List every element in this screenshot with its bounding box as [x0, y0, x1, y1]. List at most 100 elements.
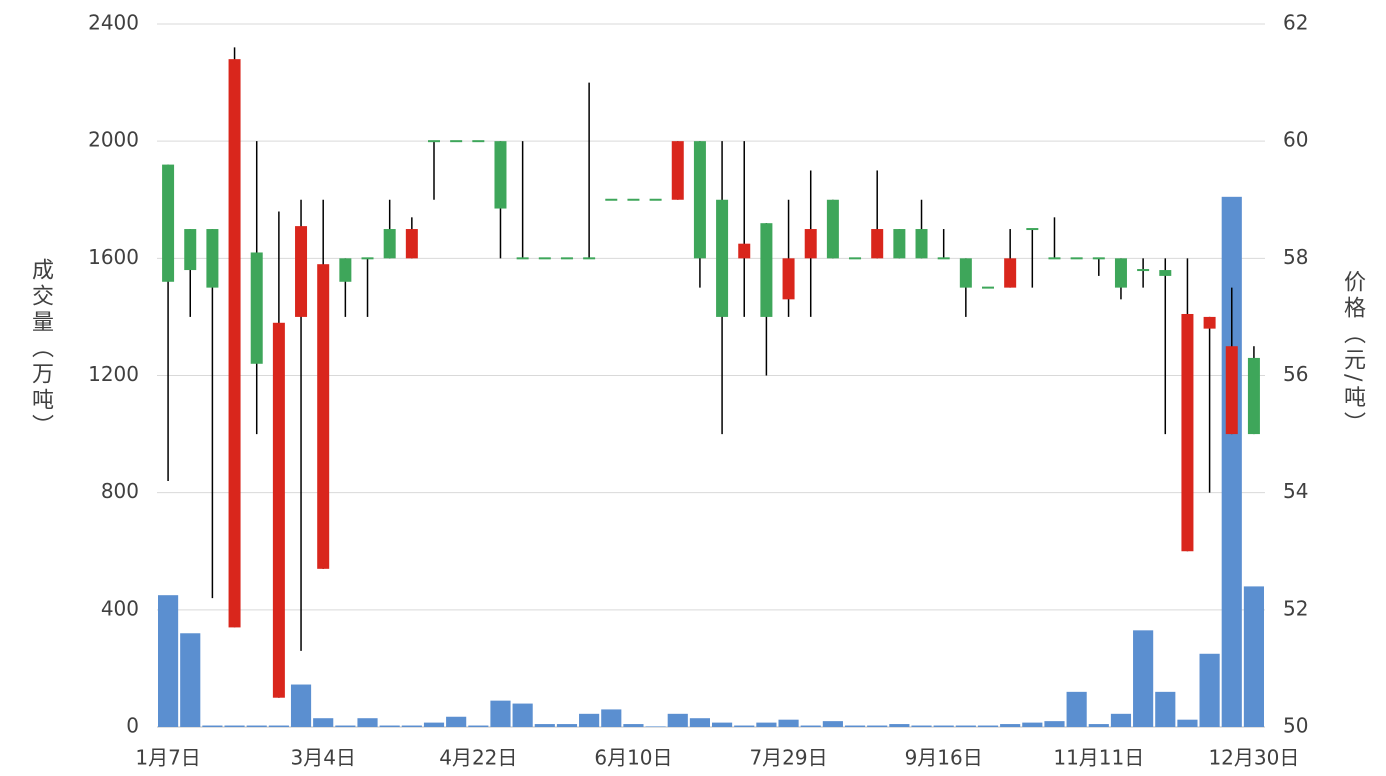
y2-tick-label: 52	[1283, 596, 1308, 620]
volume-bar	[357, 718, 378, 727]
candle-body	[428, 140, 440, 143]
volume-bar	[1243, 586, 1264, 727]
candle-body	[162, 164, 175, 282]
volume-bar	[623, 724, 644, 727]
candle-body	[1159, 270, 1172, 276]
candle-body	[1004, 258, 1017, 288]
x-tick-label: 7月29日	[749, 746, 827, 770]
volume-bar	[933, 725, 954, 727]
volume-bar	[1221, 196, 1242, 728]
y-tick-label: 2400	[88, 11, 139, 35]
candle-body	[1181, 313, 1194, 552]
y2-tick-label: 58	[1283, 245, 1308, 269]
volume-bar	[756, 722, 777, 727]
volume-bar	[1088, 724, 1109, 727]
volume-bar	[446, 716, 467, 727]
volume-bar	[579, 713, 600, 727]
candle-body	[383, 229, 396, 259]
volume-bar	[468, 725, 489, 727]
y2-axis-label: 价格（元/吨）	[1340, 270, 1365, 438]
y-tick-label: 1600	[88, 245, 139, 269]
volume-bar	[889, 724, 910, 727]
volume-bar	[955, 725, 976, 727]
candle-body	[295, 226, 308, 317]
y-tick-label: 0	[126, 714, 139, 738]
y-tick-label: 800	[101, 479, 139, 503]
candle-body	[317, 264, 330, 569]
candle-body	[893, 229, 906, 259]
volume-bar	[867, 725, 888, 727]
candle-body	[184, 229, 197, 271]
volume-bar	[202, 725, 223, 727]
candle-body	[250, 252, 263, 364]
volume-bar	[512, 703, 533, 727]
candle-body	[1225, 346, 1238, 435]
candle-body	[649, 198, 662, 201]
y-tick-label: 1200	[88, 362, 139, 386]
x-tick-label: 12月30日	[1208, 746, 1299, 770]
candle-body	[605, 198, 618, 201]
volume-bar	[224, 725, 245, 727]
candle-body	[826, 199, 839, 259]
x-tick-label: 4月22日	[439, 746, 517, 770]
volume-bar	[689, 718, 710, 727]
volume-bar	[645, 726, 666, 727]
y-axis-label: 成交量（万吨）	[28, 258, 53, 440]
x-tick-label: 3月4日	[290, 746, 355, 770]
candle-body	[206, 229, 219, 288]
candle-body	[1203, 316, 1216, 329]
y2-tick-label: 60	[1283, 128, 1308, 152]
volume-bar	[1110, 713, 1132, 727]
volume-bar	[158, 595, 179, 727]
volume-bar	[911, 725, 932, 727]
candle-body	[494, 141, 507, 209]
volume-bar	[290, 684, 312, 727]
volume-bar	[1177, 719, 1198, 727]
candle-body	[1247, 357, 1260, 435]
volume-bar	[268, 725, 289, 727]
volume-bar	[778, 719, 799, 727]
y2-tick-label: 62	[1283, 11, 1308, 35]
candle-body	[339, 258, 352, 282]
candle-body	[871, 229, 884, 259]
volume-bar	[1000, 724, 1021, 727]
y-tick-label: 400	[101, 596, 139, 620]
volume-bar	[534, 724, 555, 727]
candle-body	[671, 141, 684, 200]
volume-bar	[556, 724, 578, 727]
candle-body	[959, 258, 972, 288]
volume-bar	[734, 725, 755, 727]
volume-bar	[180, 633, 201, 727]
candle-body	[1114, 258, 1127, 288]
candle-body	[982, 286, 994, 289]
y2-tick-label: 56	[1283, 362, 1308, 386]
candle-body	[450, 140, 463, 143]
volume-bar	[977, 725, 999, 727]
y-tick-label: 2000	[88, 128, 139, 152]
volume-bar	[601, 709, 622, 727]
volume-bar	[246, 725, 267, 727]
volume-bar	[1066, 691, 1087, 727]
candle-body	[560, 257, 573, 260]
x-tick-label: 6月10日	[594, 746, 672, 770]
volume-bar	[313, 718, 334, 727]
candle-body	[804, 229, 817, 259]
volume-bar	[1155, 691, 1176, 727]
candle-body	[760, 223, 773, 317]
candle-body	[361, 257, 374, 260]
candle-body	[915, 229, 928, 259]
candle-body	[1092, 257, 1105, 260]
candle-body	[516, 257, 529, 260]
volume-bar	[423, 722, 445, 727]
volume-bar	[1133, 630, 1154, 727]
y2-tick-label: 50	[1283, 714, 1308, 738]
candle-body	[472, 140, 485, 143]
volume-bar	[1199, 653, 1220, 727]
candle-body	[627, 198, 640, 201]
volume-bar	[822, 721, 843, 727]
volume-bar	[667, 713, 688, 727]
candle-body	[782, 258, 795, 300]
candle-body	[849, 257, 862, 260]
